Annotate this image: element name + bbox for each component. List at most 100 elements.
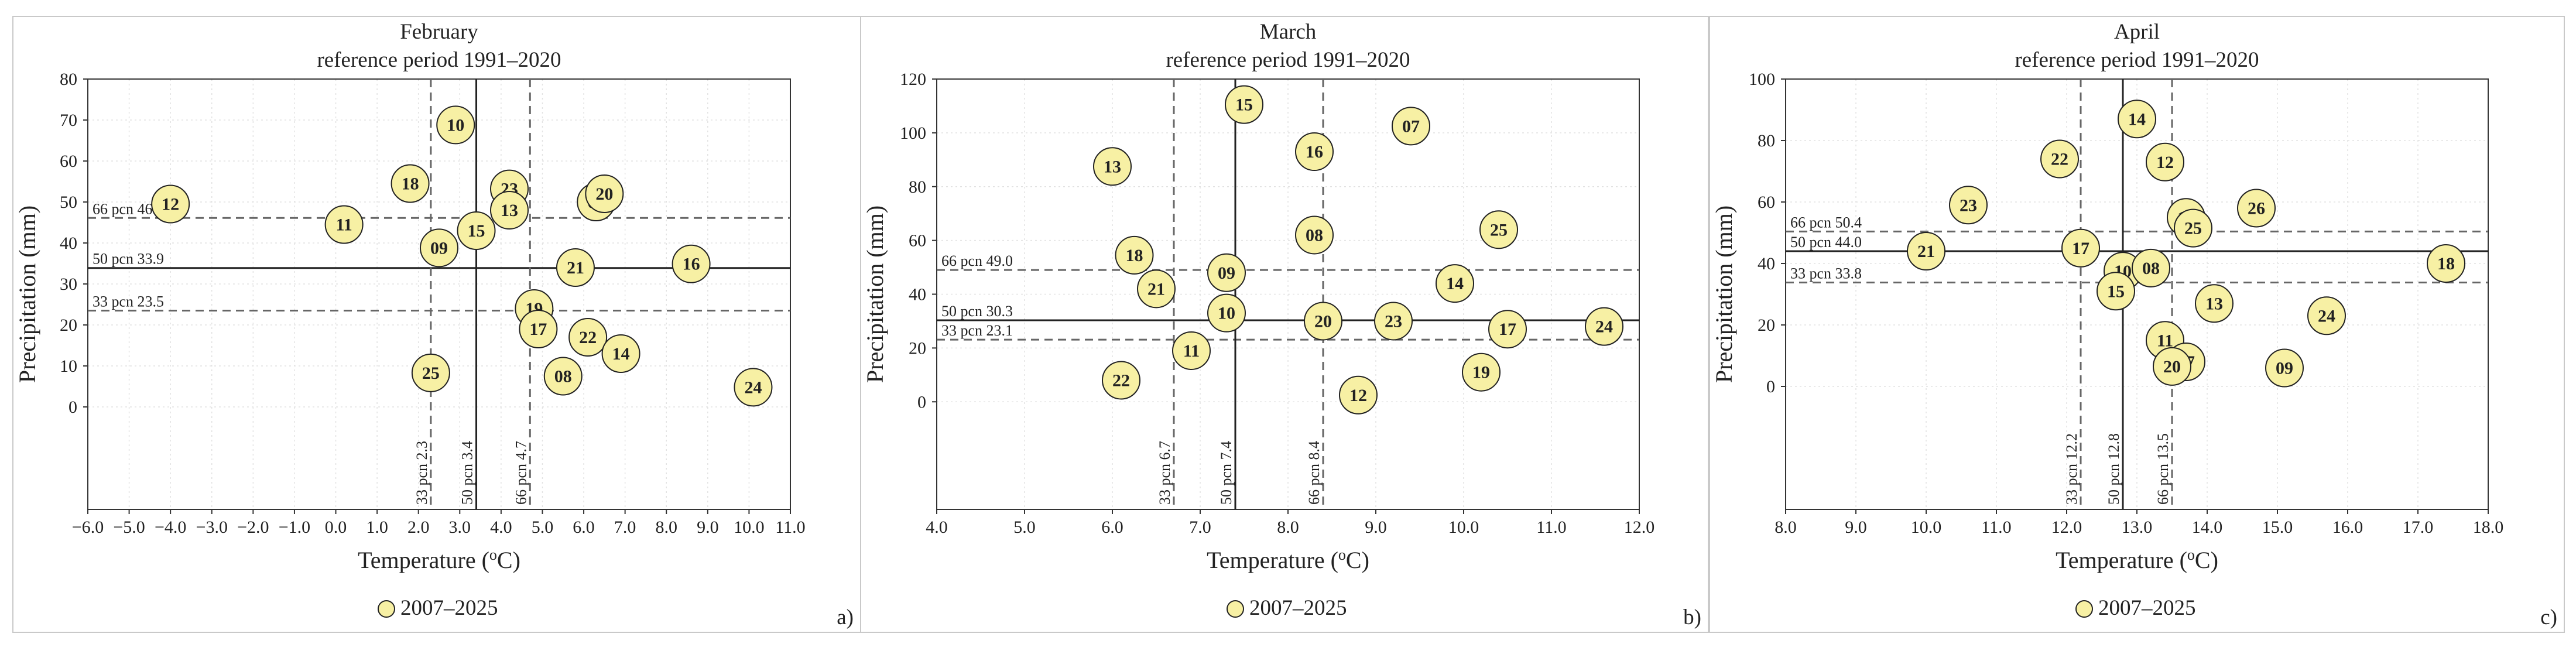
y-tick-label: 80 — [1758, 131, 1775, 150]
data-point: 09 — [2265, 348, 2304, 388]
data-point: 08 — [2132, 248, 2170, 287]
data-point-marker — [2174, 208, 2212, 248]
data-point-marker — [2237, 189, 2276, 228]
x-tick-label: 3.0 — [449, 518, 471, 537]
x-tick-label: −2.0 — [237, 518, 269, 537]
data-point: 16 — [672, 244, 711, 283]
x-axis-label-main: Temperature ( — [2056, 547, 2187, 573]
data-point: 24 — [1585, 307, 1623, 346]
x-tick-label: 4.0 — [926, 518, 948, 537]
data-point-label: 08 — [554, 367, 572, 386]
data-point-marker — [1207, 253, 1246, 292]
x-tick-label: 10.0 — [734, 518, 765, 537]
data-point: 16 — [1295, 132, 1334, 172]
data-point-marker — [420, 228, 458, 268]
x-tick-label: 17.0 — [2403, 518, 2434, 537]
x-tick-label: 6.0 — [573, 518, 595, 537]
x-tick-label: 0.0 — [325, 518, 347, 537]
chart-panel-a: February reference period 1991–2020 −6.0 −5… — [12, 16, 861, 633]
data-point-marker — [585, 174, 624, 213]
data-point-label: 11 — [335, 215, 352, 235]
data-point: 25 — [411, 353, 450, 392]
legend-marker — [1227, 600, 1244, 618]
x-tick-label: −6.0 — [72, 518, 104, 537]
data-point: 17 — [519, 310, 558, 348]
x-axis-label-main: Temperature ( — [358, 547, 489, 573]
data-point-marker — [1304, 302, 1342, 341]
data-point: 22 — [568, 318, 608, 357]
data-point-label: 22 — [2051, 150, 2068, 169]
x-tick-label: 11.0 — [1536, 518, 1566, 537]
data-point: 14 — [2118, 100, 2156, 139]
x-tick-label: 9.0 — [1845, 518, 1867, 537]
data-point-marker — [1949, 186, 1988, 225]
x-axis-label-end: C) — [497, 547, 520, 573]
x-axis-label: Temperature (oC) — [358, 546, 520, 573]
x-tick-label: 9.0 — [1365, 518, 1387, 537]
data-point-marker — [1295, 215, 1334, 255]
data-point: 20 — [1304, 302, 1342, 341]
data-point: 11 — [324, 205, 364, 244]
data-point-marker — [543, 357, 583, 396]
data-point: 21 — [1137, 269, 1176, 309]
data-point: 08 — [1295, 215, 1334, 255]
data-point-label: 14 — [1446, 274, 1464, 293]
y-tick-label: 120 — [900, 70, 926, 89]
chart-subtitle: reference period 1991–2020 — [2015, 48, 2259, 72]
y-tick-label: 0 — [917, 392, 926, 412]
chart-subtitle: reference period 1991–2020 — [317, 48, 561, 72]
x-tick-label: 4.0 — [490, 518, 512, 537]
data-point-label: 15 — [1235, 95, 1253, 115]
data-point: 19 — [1462, 352, 1501, 392]
data-point-label: 24 — [1595, 317, 1613, 337]
data-point-label: 22 — [1112, 371, 1130, 391]
x-tick-label: 6.0 — [1101, 518, 1123, 537]
data-point: 13 — [2195, 284, 2234, 323]
x-tick-label: 10.0 — [1448, 518, 1479, 537]
data-point-marker — [490, 191, 529, 230]
data-point-label: 09 — [2276, 359, 2293, 378]
data-point-marker — [2132, 248, 2170, 287]
y-tick-label: 50 — [60, 193, 77, 212]
data-point: 22 — [1102, 361, 1140, 400]
data-point-label: 11 — [2157, 331, 2173, 350]
data-point: 15 — [457, 211, 496, 250]
x-tick-label: 13.0 — [2122, 518, 2153, 537]
legend-marker — [2075, 600, 2093, 618]
data-point-marker — [1392, 107, 1430, 146]
data-point: 18 — [390, 164, 430, 203]
ref-line-horizontal-label: 50 pcn 33.9 — [93, 251, 164, 268]
ref-line-vertical-label: 66 pcn 13.5 — [2154, 433, 2171, 505]
x-tick-label: 9.0 — [697, 518, 719, 537]
x-axis-label-end: C) — [1346, 547, 1369, 573]
data-point: 17 — [1488, 310, 1527, 349]
data-point-marker — [1093, 147, 1132, 186]
x-axis-label: Temperature (oC) — [2056, 546, 2218, 573]
data-point: 15 — [2097, 272, 2135, 311]
data-point-label: 14 — [2128, 109, 2146, 129]
chart-title: April — [2114, 20, 2160, 44]
data-point: 21 — [556, 248, 595, 287]
panel-label: b) — [1683, 605, 1701, 629]
x-tick-label: 11.0 — [1981, 518, 2011, 537]
data-point-marker — [2146, 142, 2184, 182]
data-point-marker — [390, 164, 430, 203]
ref-line-vertical-label: 66 pcn 8.4 — [1306, 441, 1323, 505]
ref-line-horizontal-label: 66 pcn 49.0 — [941, 252, 1013, 269]
x-tick-label: 11.0 — [775, 518, 805, 537]
data-point-marker — [1172, 331, 1211, 370]
x-tick-label: 8.0 — [1775, 518, 1797, 537]
y-axis-label: Precipitation (mm) — [14, 206, 40, 383]
x-tick-label: 16.0 — [2332, 518, 2363, 537]
data-point: 08 — [543, 357, 583, 396]
data-point: 23 — [1949, 186, 1988, 225]
data-point: 22 — [2040, 139, 2079, 179]
data-point: 14 — [601, 334, 640, 373]
data-point: 20 — [585, 174, 624, 213]
ref-line-vertical-label: 33 pcn 2.3 — [413, 441, 430, 505]
data-point-label: 15 — [2107, 282, 2125, 301]
data-point-label: 25 — [422, 364, 440, 383]
data-point-label: 25 — [1490, 220, 1508, 239]
y-tick-label: 100 — [900, 124, 926, 143]
data-point: 11 — [1172, 331, 1211, 370]
